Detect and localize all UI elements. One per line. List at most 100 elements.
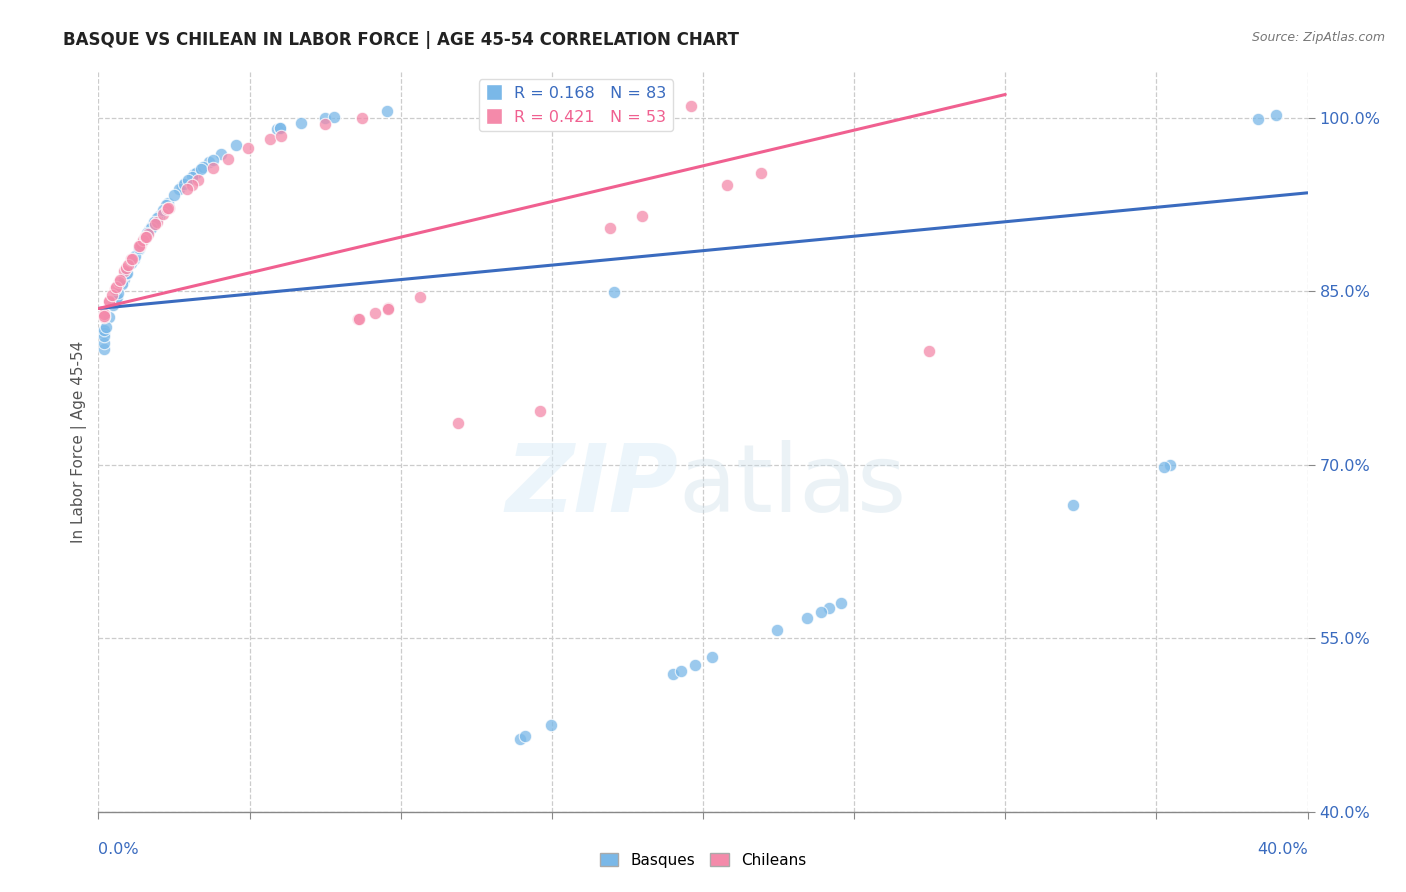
Point: [363, 306, 385, 320]
Point: [98, 310, 121, 324]
Point: [128, 242, 150, 256]
Point: [93, 323, 115, 337]
Point: [114, 264, 136, 278]
Point: [314, 111, 336, 125]
Point: [105, 290, 128, 304]
Point: [347, 312, 370, 326]
Point: [679, 99, 702, 113]
Point: [132, 232, 155, 246]
Point: [269, 121, 291, 136]
Point: [108, 272, 131, 286]
Point: [128, 241, 150, 255]
Point: [631, 209, 654, 223]
Text: 0.0%: 0.0%: [98, 842, 139, 857]
Point: [314, 117, 336, 131]
Point: [101, 287, 124, 301]
Point: [169, 182, 191, 196]
Point: [766, 623, 789, 637]
Point: [143, 215, 166, 229]
Point: [128, 239, 150, 253]
Point: [129, 238, 152, 252]
Point: [157, 201, 180, 215]
Point: [749, 166, 772, 180]
Point: [1264, 107, 1286, 121]
Point: [599, 220, 621, 235]
Point: [155, 198, 177, 212]
Point: [139, 220, 162, 235]
Point: [447, 417, 470, 431]
Point: [810, 605, 832, 619]
Point: [98, 294, 121, 309]
Point: [347, 312, 370, 326]
Point: [177, 173, 200, 187]
Point: [111, 277, 134, 291]
Point: [93, 335, 115, 350]
Point: [104, 282, 127, 296]
Point: [1062, 499, 1084, 513]
Point: [1247, 112, 1270, 127]
Point: [683, 657, 706, 672]
Point: [1159, 458, 1181, 472]
Point: [217, 152, 239, 166]
Point: [128, 239, 150, 253]
Point: [94, 319, 117, 334]
Point: [377, 301, 399, 316]
Point: [198, 155, 221, 169]
Point: [269, 121, 291, 136]
Point: [128, 239, 150, 253]
Point: [662, 666, 685, 681]
Point: [156, 202, 179, 217]
Point: [121, 252, 143, 266]
Point: [117, 258, 139, 272]
Point: [93, 310, 115, 325]
Point: [111, 275, 134, 289]
Point: [146, 211, 169, 226]
Point: [143, 215, 166, 229]
Point: [669, 664, 692, 678]
Point: [796, 610, 818, 624]
Point: [93, 307, 115, 321]
Point: [176, 182, 198, 196]
Point: [702, 650, 724, 665]
Point: [540, 718, 562, 732]
Point: [375, 104, 398, 119]
Point: [135, 229, 157, 244]
Point: [107, 286, 129, 301]
Text: Source: ZipAtlas.com: Source: ZipAtlas.com: [1251, 31, 1385, 45]
Point: [143, 217, 166, 231]
Point: [529, 404, 551, 418]
Point: [716, 178, 738, 193]
Point: [187, 172, 209, 186]
Point: [603, 285, 626, 299]
Point: [322, 110, 344, 124]
Point: [120, 252, 142, 266]
Point: [201, 153, 224, 167]
Point: [225, 138, 247, 153]
Point: [173, 177, 195, 191]
Point: [1153, 460, 1175, 475]
Point: [122, 252, 145, 266]
Point: [139, 220, 162, 235]
Point: [174, 176, 197, 190]
Text: 40.0%: 40.0%: [1257, 842, 1308, 857]
Point: [138, 223, 160, 237]
Point: [259, 132, 281, 146]
Point: [136, 226, 159, 240]
Point: [184, 166, 207, 180]
Text: atlas: atlas: [679, 440, 907, 532]
Point: [93, 329, 115, 343]
Point: [135, 228, 157, 243]
Point: [124, 250, 146, 264]
Point: [202, 161, 225, 175]
Point: [131, 235, 153, 250]
Point: [132, 232, 155, 246]
Point: [115, 260, 138, 275]
Point: [134, 230, 156, 244]
Point: [143, 214, 166, 228]
Point: [409, 290, 432, 304]
Point: [266, 121, 288, 136]
Point: [97, 294, 120, 309]
Point: [145, 215, 167, 229]
Point: [180, 178, 202, 192]
Point: [270, 128, 292, 143]
